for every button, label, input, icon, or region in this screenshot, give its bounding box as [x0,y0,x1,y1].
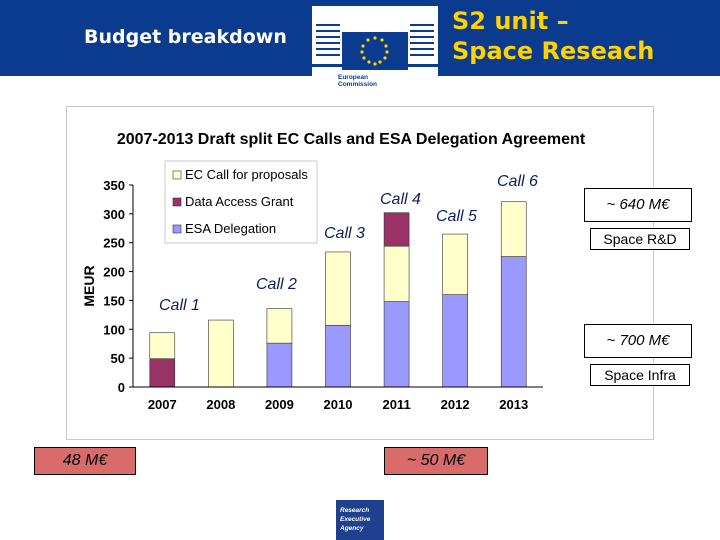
infra-value-box: ~ 700 M€ [584,324,692,358]
call4-label: Call 4 [380,191,421,208]
call5-label: Call 5 [436,208,477,225]
rd-value-box: ~ 640 M€ [584,188,692,222]
left-total-box: 48 M€ [34,447,136,475]
chart-title: 2007-2013 Draft split EC Calls and ESA D… [117,131,586,148]
axes-group: 2007 2008 2009 2010 2011 2012 2013 0 50 100 150 200… [103,178,543,412]
y-tick-100: 100 [103,322,125,337]
y-tick-300: 300 [103,207,125,222]
european-commission-logo: European Commission [312,6,438,98]
call1-label: Call 1 [159,297,200,314]
x-tick-2013: 2013 [499,397,528,412]
x-tick-2012: 2012 [441,397,470,412]
bar-2013-esa-delegation [500,256,527,388]
bar-2008-ec-call-for-proposals [208,319,234,388]
bar-2010-ec-call-for-proposals [325,251,351,326]
bar-2011-esa-delegation [383,301,410,388]
x-tick-2007: 2007 [148,397,177,412]
bar-2012-ec-call-for-proposals [442,233,468,295]
y-tick-350: 350 [103,178,125,193]
call2-label: Call 2 [256,276,297,293]
bar-2011-overlay-data-access-grant [383,212,410,247]
legend-label-2: ESA Delegation [185,221,276,236]
call3-label: Call 3 [324,225,365,242]
y-tick-50: 50 [111,351,125,366]
x-tick-2009: 2009 [265,397,294,412]
unit-title: S2 unit – Space Reseach [452,6,654,66]
bars-group [149,201,527,388]
legend-box [164,160,318,244]
legend-swatch-0 [172,170,182,180]
bar-2009-ec-call-for-proposals [266,308,293,344]
ec-logo-line1: European [338,74,368,81]
x-tick-2010: 2010 [324,397,353,412]
x-tick-2011: 2011 [382,397,410,412]
bar-2013-ec-call-for-proposals [500,201,527,257]
y-tick-200: 200 [103,265,125,280]
bar-2011-ec-call-for-proposals [383,245,410,302]
header-title: Budget breakdown [84,26,287,48]
mid-total-box: ~ 50 M€ [384,447,488,475]
bar-2012-esa-delegation [442,294,468,388]
y-tick-150: 150 [103,293,125,308]
chart-frame: 2007-2013 Draft split EC Calls and ESA D… [66,106,654,440]
x-tick-2008: 2008 [206,397,235,412]
bar-2009-esa-delegation [266,342,293,388]
rea-line2: Executive [340,516,371,523]
bar-2007-ec-call-for-proposals [149,332,176,360]
legend-swatch-2 [172,224,182,234]
rea-line1: Research [340,507,370,514]
unit-title-line2: Space Reseach [452,37,655,65]
y-tick-250: 250 [103,236,125,251]
budget-chart: 2007-2013 Draft split EC Calls and ESA D… [81,131,586,412]
legend-label-1: Data Access Grant [185,194,294,209]
rea-line3: Agency [340,525,364,532]
rd-label-box: Space R&D [590,228,690,250]
y-tick-0: 0 [118,380,125,395]
unit-title-line1: S2 unit – [452,7,569,35]
infra-label-box: Space Infra [590,364,690,386]
ec-logo-line2: Commission [338,81,378,88]
bar-2007-data-access-grant [149,358,176,388]
legend-label-0: EC Call for proposals [185,167,308,182]
rea-logo: Research Executive Agency [336,500,384,540]
y-axis-label: MEUR [81,265,97,306]
ec-building-icon [312,24,438,70]
rea-logo-text: Research Executive Agency [340,506,370,533]
bar-2010-esa-delegation [325,324,351,388]
legend-swatch-1 [172,197,182,207]
call6-label: Call 6 [497,173,538,190]
ec-logo-text: European Commission [338,74,377,88]
chart-legend: EC Call for proposals Data Access Grant ES… [164,160,318,244]
